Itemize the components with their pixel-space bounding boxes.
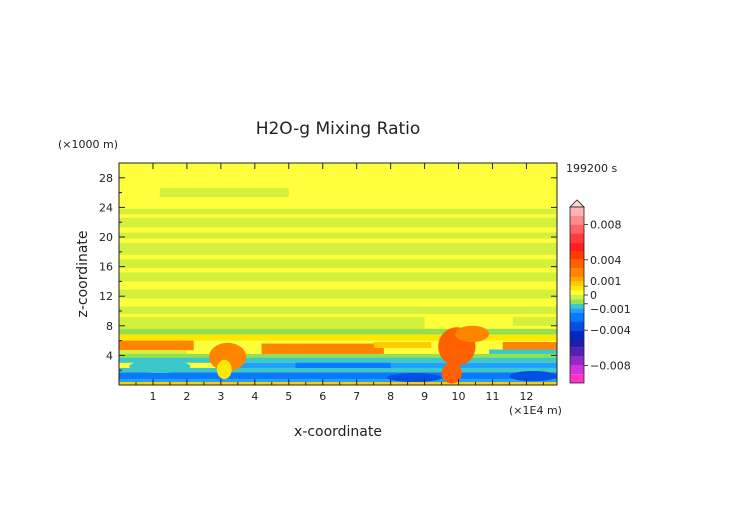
colorbar-band [570, 268, 584, 278]
colorbar-band [570, 299, 584, 304]
contour-band [119, 306, 557, 314]
contour-band [119, 259, 557, 269]
colorbar-band [570, 286, 584, 291]
contour-band [119, 334, 557, 341]
x-axis: 1 2 3 4 5 6 7 8 9 10 11 12 [135, 163, 544, 403]
contour-band [119, 357, 557, 363]
y-unit-label: (×1000 m) [58, 138, 118, 151]
x-tick-label: 10 [452, 390, 466, 403]
colorbar-label: 0.004 [590, 254, 622, 267]
contour-regions [119, 188, 557, 385]
x-tick-label: 5 [285, 390, 292, 403]
colorbar-band [570, 295, 584, 300]
contour-band [119, 367, 557, 373]
contour-band [489, 349, 557, 354]
colorbar-band [570, 303, 584, 309]
contour-band [119, 208, 557, 215]
y-tick-label: 24 [99, 201, 113, 214]
contour-band [261, 343, 384, 354]
colorbar-band [570, 356, 584, 366]
contour-band [119, 350, 187, 354]
contour-band [512, 316, 557, 326]
colorbar-top-arrow [569, 199, 585, 208]
y-tick-label: 28 [99, 172, 113, 185]
contour-band [119, 217, 557, 228]
x-tick-label: 9 [421, 390, 428, 403]
colorbar-band [570, 347, 584, 357]
colorbar-label: −0.004 [590, 324, 631, 337]
y-tick-label: 16 [99, 261, 113, 274]
x-tick-label: 4 [251, 390, 258, 403]
colorbar-band [570, 312, 584, 322]
colorbar-band [570, 277, 584, 282]
contour-band [502, 342, 557, 350]
contour-band [227, 362, 557, 368]
contour-band [295, 362, 391, 368]
y-tick-label: 12 [99, 290, 113, 303]
contour-blob [216, 359, 232, 380]
colorbar-band [570, 233, 584, 243]
colorbar-band [570, 207, 584, 216]
contour-blob [455, 325, 490, 343]
contour-band [159, 188, 289, 198]
colorbar-band [570, 330, 584, 339]
contour-blob [509, 370, 557, 382]
y-tick-label: 4 [106, 349, 113, 362]
colorbar-label: 0.001 [590, 275, 622, 288]
colorbar-band [570, 321, 584, 331]
time-label: 199200 s [566, 162, 617, 175]
x-tick-label: 11 [485, 390, 499, 403]
x-tick-label: 12 [519, 390, 533, 403]
contour-blob [387, 373, 442, 383]
contour-band [119, 382, 557, 385]
contour-band [119, 272, 557, 282]
colorbar-label: 0.008 [590, 219, 622, 232]
colorbar-band [570, 224, 584, 234]
contour-band [119, 242, 557, 255]
y-axis: 4 8 12 16 20 24 28 [99, 172, 557, 371]
x-tick-label: 7 [353, 390, 360, 403]
x-tick-label: 1 [149, 390, 156, 403]
colorbar-band [570, 281, 584, 287]
plot-frame [118, 162, 558, 386]
contour-band [119, 372, 557, 380]
y-tick-label: 8 [106, 320, 113, 333]
colorbar-band [570, 259, 584, 269]
x-tick-label: 2 [183, 390, 190, 403]
colorbar-label: −0.008 [590, 359, 631, 372]
contour-band [119, 328, 557, 335]
chart-title: H2O-g Mixing Ratio [256, 119, 421, 139]
colorbar-band [570, 374, 584, 383]
x-axis-title: x-coordinate [294, 424, 382, 440]
contour-band [119, 289, 557, 299]
colorbar-label: 0 [590, 289, 597, 302]
contour-band [119, 353, 557, 358]
colorbar-band [570, 251, 584, 260]
y-tick-label: 20 [99, 231, 113, 244]
x-tick-label: 3 [217, 390, 224, 403]
contour-blob [441, 362, 462, 384]
contour-band [119, 316, 425, 329]
colorbar-label: −0.001 [590, 303, 631, 316]
colorbar-band [570, 215, 584, 225]
contour-blob [129, 359, 191, 374]
y-axis-title: z-coordinate [75, 230, 91, 317]
colorbar-band [570, 242, 584, 251]
colorbar-band [570, 290, 584, 295]
colorbar-bands [570, 207, 584, 383]
colorbar-band [570, 365, 584, 375]
contour-band [119, 379, 557, 383]
colorbar-band [570, 339, 584, 348]
colorbar-band [570, 308, 584, 313]
x-unit-label: (×1E4 m) [509, 404, 562, 417]
contour-band [119, 232, 557, 239]
contour-band [373, 342, 432, 348]
plot-area [119, 163, 557, 385]
contour-band [119, 340, 194, 351]
x-tick-label: 8 [387, 390, 394, 403]
x-tick-label: 6 [319, 390, 326, 403]
